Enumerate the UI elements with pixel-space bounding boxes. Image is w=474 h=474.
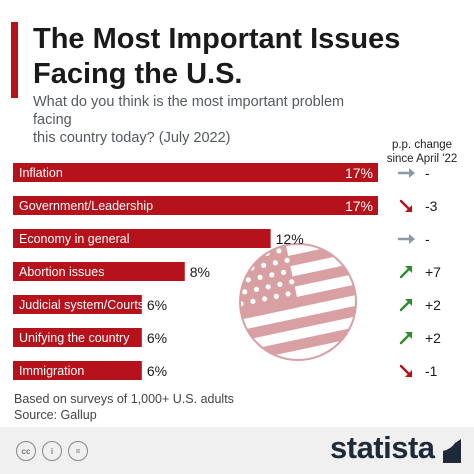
value-label: 8% [190,264,210,280]
change-label: -1 [425,363,438,379]
category-label: Inflation [19,166,63,180]
subtitle-line-2: this country today? (July 2022) [33,130,231,146]
title-line-1: The Most Important Issues [33,23,401,55]
statista-logo[interactable]: statista [330,430,435,465]
cc-icon[interactable]: cc [16,441,36,461]
bar [13,262,185,281]
arrow-up-right-icon [399,265,413,279]
bar-chart: Inflation 17% - Government/Leadership 17% -3 E… [13,163,441,380]
arrow-down-right-icon [399,199,413,213]
category-label: Immigration [19,364,84,378]
change-label: - [425,165,430,181]
value-label: 17% [345,198,373,214]
change-label: +7 [425,264,441,280]
value-label: 6% [147,363,167,379]
survey-note: Based on surveys of 1,000+ U.S. adults [14,392,234,406]
chart-subtitle: What do you think is the most important … [33,93,373,147]
bar [13,229,271,248]
title-line-2: Facing the U.S. [33,58,243,90]
arrow-down-right-icon [399,364,413,378]
subtitle-line-1: What do you think is the most important … [33,94,345,128]
title-accent-bar [11,22,18,98]
bar-series: Inflation 17% - Government/Leadership 17% -3 E… [13,163,441,380]
category-label: Judicial system/Courts [19,298,144,312]
license-icons: cc i = [16,441,88,461]
change-label: +2 [425,330,441,346]
arrow-up-right-icon [399,298,413,312]
category-label: Abortion issues [19,265,104,279]
value-label: 6% [147,297,167,313]
category-label: Unifying the country [19,331,130,345]
category-label: Government/Leadership [19,199,153,213]
attribution-icon[interactable]: i [42,441,62,461]
change-column-header: p.p. change since April '22 [372,138,472,166]
bar [13,328,142,347]
arrow-right-icon [397,234,415,244]
arrow-right-icon [397,168,415,178]
source-note: Source: Gallup [14,408,97,422]
change-header-line-1: p.p. change [391,139,453,151]
category-label: Economy in general [19,232,129,246]
no-derivatives-icon[interactable]: = [68,441,88,461]
bar [13,295,142,314]
chart-title: The Most Important Issues Facing the U.S… [33,22,463,92]
change-label: - [425,231,430,247]
bar [13,163,378,182]
bar [13,361,142,380]
change-label: +2 [425,297,441,313]
statista-wave-icon [443,439,461,463]
arrow-up-right-icon [399,331,413,345]
change-label: -3 [425,198,438,214]
change-header-line-2: since April '22 [386,153,458,165]
value-label: 6% [147,330,167,346]
value-label: 12% [276,231,304,247]
bar [13,196,378,215]
value-label: 17% [345,165,373,181]
